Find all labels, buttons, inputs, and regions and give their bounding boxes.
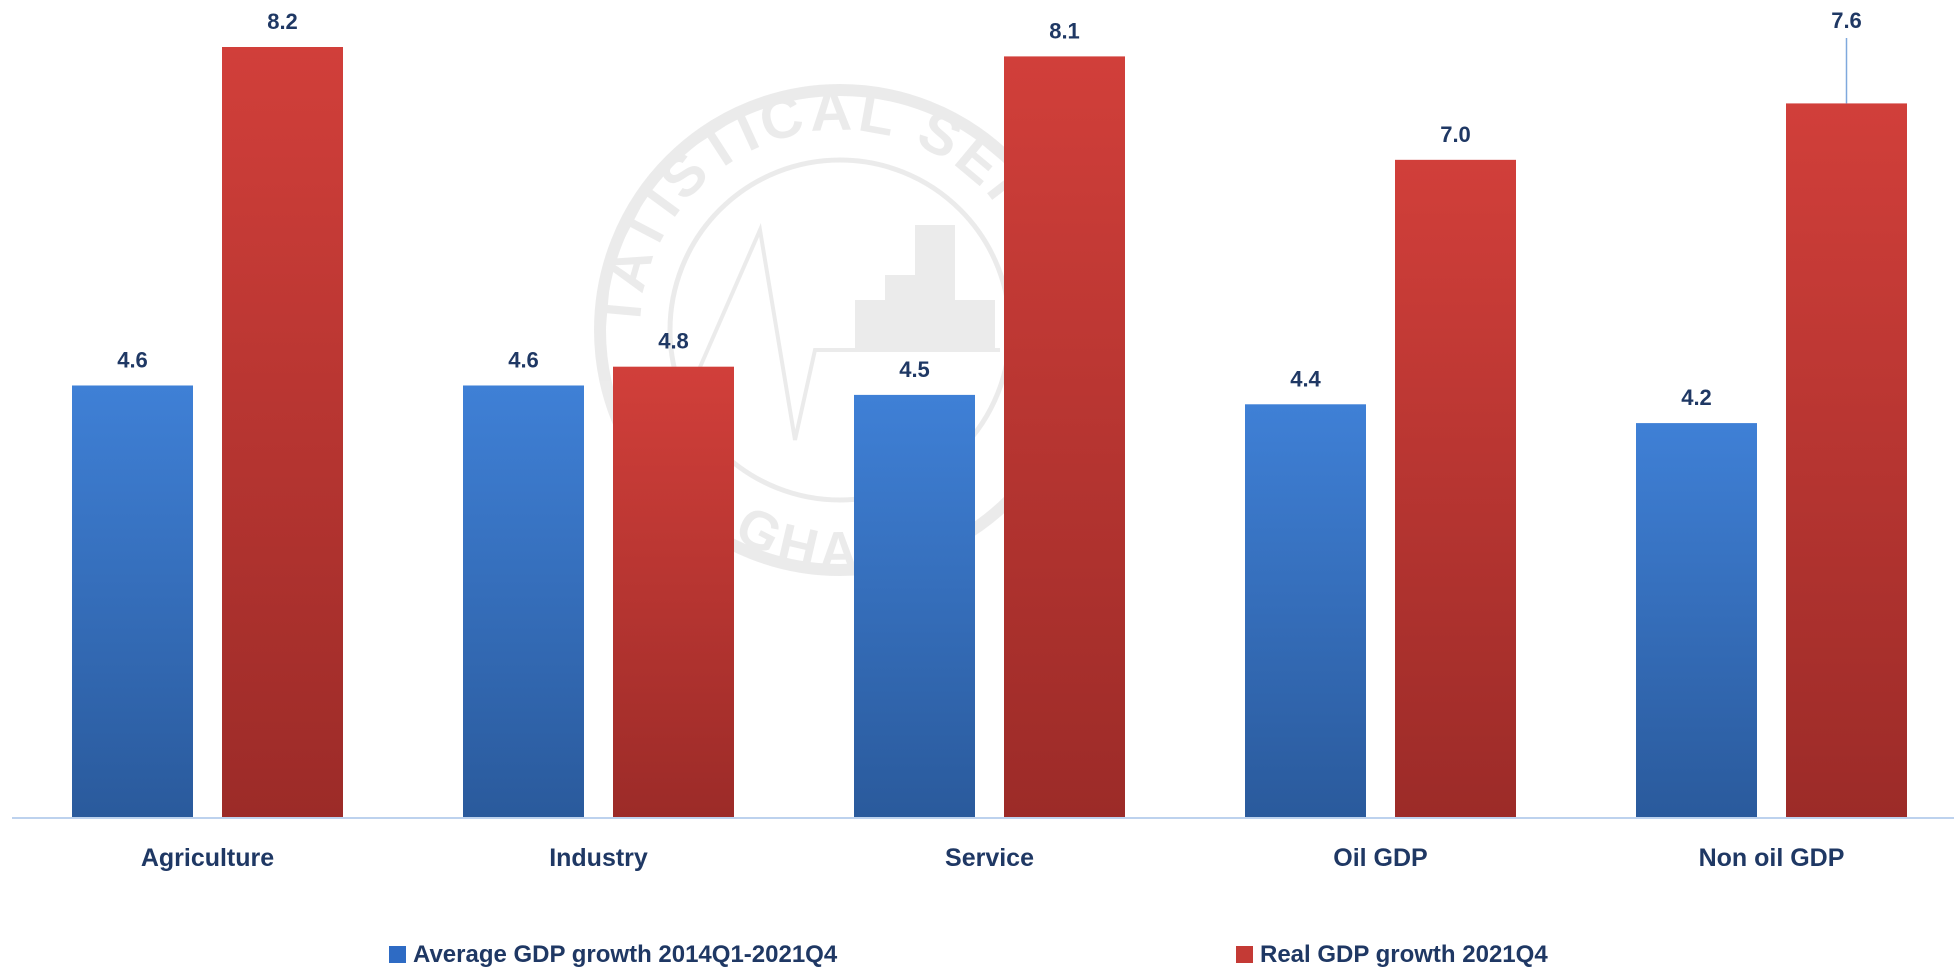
data-label-oil-gdp-series-2: 7.0: [1440, 122, 1471, 147]
data-label-non-oil-gdp-series-2: 7.6: [1831, 8, 1862, 33]
category-label-industry: Industry: [549, 844, 648, 872]
data-label-industry-series-2: 4.8: [658, 329, 689, 354]
legend-swatch-series-1: [389, 946, 406, 963]
category-label-agriculture: Agriculture: [141, 844, 274, 872]
legend: Average GDP growth 2014Q1-2021Q4 Real GDP…: [389, 941, 1548, 968]
category-label-non-oil-gdp: Non oil GDP: [1699, 844, 1845, 872]
bar-industry-series-1: [463, 385, 584, 818]
bar-service-series-2: [1004, 56, 1125, 818]
bar-agriculture-series-1: [72, 385, 193, 818]
bar-oil-gdp-series-1: [1245, 404, 1366, 818]
data-label-service-series-2: 8.1: [1049, 18, 1080, 43]
bar-non-oil-gdp-series-1: [1636, 423, 1757, 818]
legend-swatch-series-2: [1236, 946, 1253, 963]
data-label-industry-series-1: 4.6: [508, 347, 539, 372]
legend-label-series-2: Real GDP growth 2021Q4: [1260, 941, 1548, 968]
data-label-agriculture-series-1: 4.6: [117, 347, 148, 372]
bar-non-oil-gdp-series-2: [1786, 103, 1907, 819]
data-label-non-oil-gdp-series-1: 4.2: [1681, 385, 1712, 410]
data-label-oil-gdp-series-1: 4.4: [1290, 366, 1321, 391]
legend-label-series-1: Average GDP growth 2014Q1-2021Q4: [413, 941, 838, 968]
data-label-agriculture-series-2: 8.2: [267, 9, 298, 34]
category-label-service: Service: [945, 844, 1034, 872]
category-label-oil-gdp: Oil GDP: [1333, 844, 1427, 872]
legend-item-series-1: Average GDP growth 2014Q1-2021Q4: [389, 941, 838, 968]
legend-item-series-2: Real GDP growth 2021Q4: [1236, 941, 1548, 968]
bar-oil-gdp-series-2: [1395, 159, 1516, 818]
bar-agriculture-series-2: [222, 47, 343, 818]
data-label-service-series-1: 4.5: [899, 357, 930, 382]
bar-industry-series-2: [613, 366, 734, 818]
bar-service-series-1: [854, 394, 975, 818]
